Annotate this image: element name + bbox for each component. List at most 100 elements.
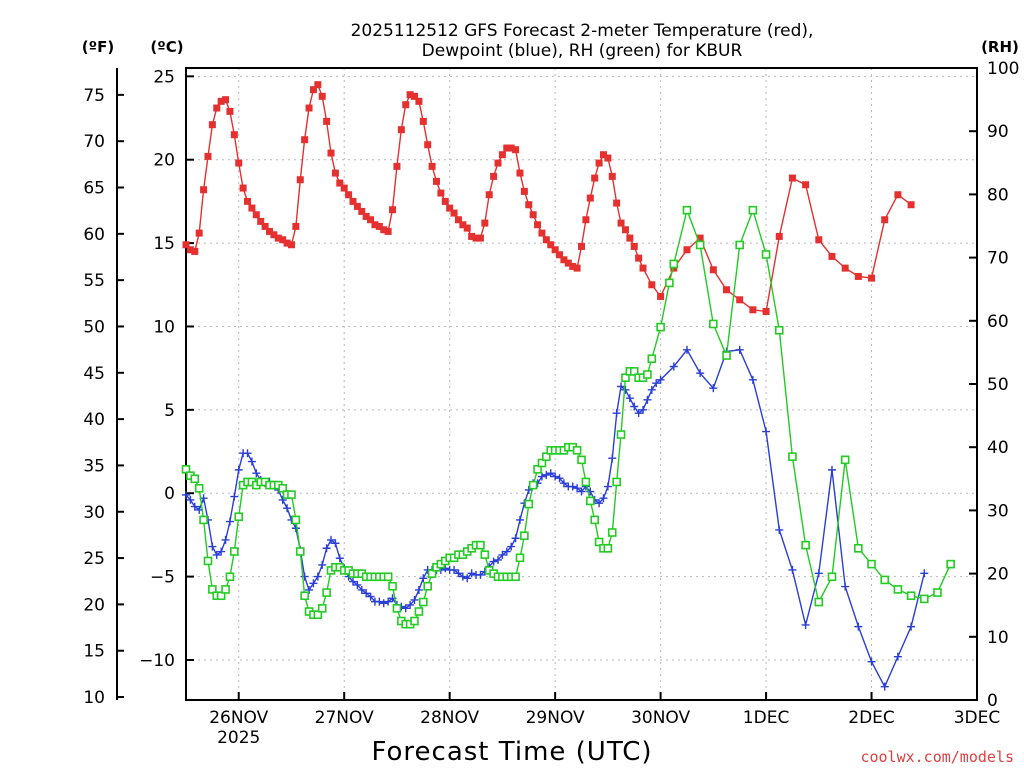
fahrenheit-tick-label: 70 [83, 132, 105, 152]
rh-point [880, 575, 890, 585]
rh-tick-label: 80 [987, 185, 1009, 205]
rh-point [814, 597, 824, 607]
rh-point [313, 610, 323, 619]
temperature-point [265, 227, 273, 235]
fahrenheit-tick-label: 15 [83, 642, 105, 662]
rh-tick-label: 20 [987, 565, 1009, 585]
temperature-point [371, 221, 379, 229]
temperature-point [252, 211, 260, 219]
dewpoint-point [696, 369, 705, 378]
celsius-tick-label: 0 [164, 484, 175, 504]
temperature-point [406, 91, 414, 99]
temperature-point [336, 179, 344, 187]
rh-point [665, 278, 674, 288]
temperature-point [349, 197, 357, 205]
temperature-point [230, 131, 238, 139]
temperature-point [639, 264, 647, 272]
rh-point [603, 544, 613, 553]
dewpoint-point [243, 449, 252, 458]
temperature-point [248, 204, 256, 212]
temperature-point [261, 222, 269, 230]
rh-axis-unit: (RH) [981, 38, 1019, 56]
temperature-point [485, 191, 493, 199]
temperature-point [529, 211, 537, 219]
temperature-point [595, 159, 603, 167]
tick-labels: −10−505101520251015202530354045505560657… [83, 59, 1019, 748]
fahrenheit-tick-label: 35 [83, 456, 105, 476]
rh-point [867, 559, 876, 569]
temperature-point [186, 246, 194, 254]
temperature-point [723, 286, 731, 294]
dewpoint-point [450, 565, 459, 574]
dewpoint-point [467, 569, 476, 578]
fahrenheit-tick-label: 60 [83, 225, 105, 245]
temperature-point [270, 231, 278, 239]
rh-point [542, 452, 551, 461]
temperature-point [450, 209, 458, 217]
temperature-point [626, 234, 634, 242]
rh-tick-label: 50 [987, 375, 1009, 395]
dewpoint-point [920, 569, 929, 578]
fahrenheit-tick-label: 25 [83, 549, 105, 569]
dewpoint-point [630, 402, 639, 411]
rh-point [216, 591, 226, 601]
dewpoint-point [234, 465, 243, 474]
rh-point [190, 474, 200, 484]
temperature-point [617, 219, 625, 227]
dewpoint-point [313, 572, 322, 581]
dewpoint-point [511, 534, 520, 543]
rh-point [590, 515, 599, 525]
temperature-point [327, 149, 335, 157]
dewpoint-point [801, 620, 810, 629]
dewpoint-point [625, 394, 634, 403]
series-square-open [181, 205, 955, 629]
fahrenheit-tick-label: 50 [83, 317, 105, 337]
dewpoint-point [599, 494, 608, 503]
temperature-point [802, 181, 810, 189]
rh-point [788, 452, 797, 461]
temperature-point [314, 81, 322, 89]
rh-point [392, 604, 402, 613]
temperature-point [239, 184, 247, 192]
rh-point [612, 477, 621, 487]
rh-point [709, 319, 718, 329]
celsius-tick-label: 5 [164, 401, 175, 421]
temperature-point [393, 162, 401, 170]
fahrenheit-tick-label: 55 [83, 271, 105, 291]
dewpoint-point [748, 375, 757, 384]
dewpoint-point [489, 557, 498, 566]
temperature-point [424, 141, 432, 149]
temperature-point [788, 174, 796, 182]
temperature-point [244, 197, 252, 205]
rh-point [221, 585, 230, 594]
rh-point [735, 240, 745, 250]
rh-point [533, 465, 542, 474]
temperature-point [512, 146, 520, 154]
rh-point [511, 572, 520, 582]
x-tick-label: 30NOV [631, 708, 690, 728]
rh-point [607, 528, 617, 537]
dewpoint-point [595, 499, 604, 508]
temperature-point [582, 216, 590, 224]
dewpoint-point [375, 597, 384, 606]
rh-point [199, 515, 208, 525]
temperature-point [560, 256, 568, 264]
chart-title-line2: Dewpoint (blue), RH (green) for KBUR [422, 41, 743, 61]
dewpoint-point [546, 469, 555, 478]
temperature-point [441, 197, 449, 205]
rh-point [695, 240, 705, 250]
temperature-point [226, 107, 234, 115]
rh-tick-label: 0 [987, 691, 998, 711]
dewpoint-point [551, 472, 560, 481]
fahrenheit-tick-label: 20 [83, 595, 105, 615]
temperature-point [613, 199, 621, 207]
dewpoint-point [617, 382, 626, 391]
rh-point [919, 594, 929, 604]
fahrenheit-tick-label: 75 [83, 86, 105, 106]
dewpoint-point [406, 600, 415, 609]
rh-point [621, 373, 630, 382]
temperature-point [274, 234, 282, 242]
rh-point [761, 250, 771, 259]
rh-point [194, 483, 204, 493]
dewpoint-point [907, 622, 916, 631]
